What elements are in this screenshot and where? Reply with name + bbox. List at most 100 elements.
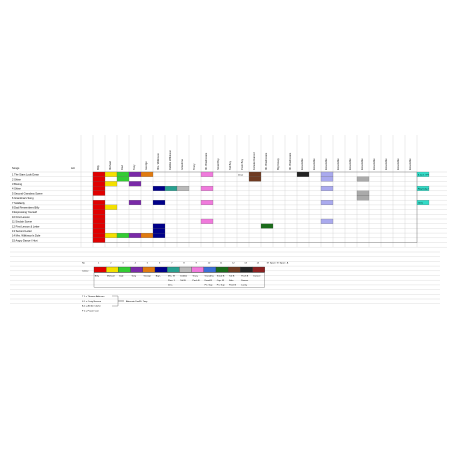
column-header: Ensemble: [324, 158, 328, 170]
cast-cell: [92, 209, 106, 215]
song-title: 14 Mrs. Wilkinson's Dole: [12, 234, 41, 238]
cast-cell: [416, 186, 430, 191]
cast-cell: [92, 214, 106, 220]
cast-cell: [200, 218, 214, 224]
song-title: 5 Second Grandma Scene: [12, 191, 43, 195]
cast-cell: [128, 171, 142, 177]
legend-name: Posh B: [241, 275, 249, 277]
cast-cell: [92, 233, 106, 238]
cast-cell: [176, 186, 190, 191]
column-header: George: [144, 161, 148, 170]
colour-legend: No Colour 1 Billy 2 Michael 3 Dad 4 Tony 5 George 6 B…: [10, 251, 440, 304]
legend-number: 13: [244, 263, 247, 265]
legend-swatch: [118, 266, 131, 273]
cast-cell: [152, 233, 166, 238]
legend-swatch: [106, 266, 119, 273]
cast-cell: [320, 176, 334, 182]
cast-cell: [128, 200, 142, 205]
legend-swatch: [130, 266, 143, 273]
song-title: 15 Angry Dance / Hurt: [12, 238, 38, 242]
column-header: Mrs. Wilkinson: [156, 153, 160, 170]
legend-swatch: [203, 266, 217, 273]
cast-cell: [92, 176, 106, 182]
cast-cell: [128, 233, 142, 238]
song-title: 12 First Lesson & Letter: [12, 224, 40, 228]
cast-cell: [104, 233, 118, 238]
column-header: Tony: [132, 164, 136, 170]
legend-name: Tony: [131, 275, 137, 277]
column-header: Mr. Braithwaite: [288, 152, 292, 170]
legend-number: 6: [159, 263, 161, 265]
cast-cell: [92, 218, 106, 224]
legend-number: 10: [208, 263, 211, 265]
legend-extra: A: [287, 262, 289, 265]
song-title: 4 Shine: [12, 187, 21, 191]
legend-name: Grandma: [205, 274, 215, 277]
legend-name: Debbie: [180, 275, 188, 277]
legend-number: 11: [220, 263, 223, 265]
cast-cell: [356, 190, 370, 196]
cast-cell: [164, 186, 178, 191]
cast-cell: [260, 223, 274, 229]
song-title: 8 Dad Remembers Billy: [12, 206, 40, 210]
legend-swatch: [215, 266, 229, 273]
song-title: 13 Second Letter: [12, 229, 32, 233]
legend-name: Tall B: [229, 275, 235, 277]
legend-name: Drss: [168, 284, 173, 287]
cast-notes: T 1 = Thomas Atkinson S 1 = Craig Benson A…: [82, 295, 148, 312]
cast-cell: [152, 223, 166, 229]
column-header: Dad: [120, 165, 124, 170]
cast-cell: [416, 200, 430, 205]
legend-number: 12: [232, 263, 235, 265]
column-header: Ensemble: [336, 158, 340, 170]
cast-cell: [140, 233, 154, 238]
legend-name: Mrs. W: [168, 274, 176, 277]
act-header: Act: [71, 166, 75, 170]
cell-note: Ray Daly 2: [418, 189, 429, 191]
legend-name: Pri. Sup: [217, 284, 226, 287]
cast-cell: [356, 176, 370, 182]
legend-swatch: [240, 266, 253, 273]
songs-header: Songs: [12, 166, 20, 170]
legend-swatch: [179, 266, 192, 273]
casting-grid: Draw ILCo 1 / PT Ray Daly 2 Chris: [10, 171, 447, 248]
cast-cell: [320, 200, 334, 205]
cast-cell: [92, 237, 106, 243]
cell-note: Draw: [238, 174, 244, 177]
legend-name: Cap. W: [217, 280, 225, 282]
cast-cell: [200, 171, 214, 177]
column-header: Ensemble: [372, 158, 376, 170]
cast-cell: [416, 171, 430, 177]
legend-number: 4: [135, 263, 137, 265]
note-bracket-label: Alternate Dad/D. Tony: [126, 300, 148, 303]
song-title: 2 Shine: [12, 177, 21, 181]
legend-name: Dancer: [241, 279, 248, 282]
cast-cell: [200, 200, 214, 205]
song-title: 1 The Stars Look Down: [12, 173, 40, 177]
legend-name: Posh B: [229, 285, 237, 287]
column-header: Michael: [108, 161, 112, 170]
legend-name: Big L: [156, 275, 162, 277]
column-header: Grandma: [180, 159, 184, 170]
cast-cell: [92, 228, 106, 234]
song-title: 11 Sinclair Scene: [12, 220, 33, 224]
legend-number: 9: [196, 263, 198, 265]
cast-cell: [296, 171, 310, 177]
legend-extra: N: Spare: [277, 262, 286, 265]
cast-cell: [116, 233, 130, 238]
legend-name: Dead R: [205, 280, 213, 282]
song-title: 7 Solidarity: [12, 201, 26, 205]
legend-border: [93, 272, 265, 288]
cast-cell: [320, 171, 334, 177]
legend-name: Dad: [119, 275, 124, 277]
column-header: Debbie Wilkinson: [168, 149, 172, 170]
cast-cell: [92, 171, 106, 177]
legend-swatch: [191, 266, 204, 273]
column-header: Female Dancer: [252, 152, 256, 170]
column-header: Ensemble: [396, 158, 400, 170]
column-header: Ensemble: [312, 158, 316, 170]
legend-swatch: [167, 266, 180, 273]
cast-cell: [320, 218, 334, 224]
legend-colour-label: Colour: [82, 270, 89, 273]
cast-cell: [248, 176, 262, 182]
